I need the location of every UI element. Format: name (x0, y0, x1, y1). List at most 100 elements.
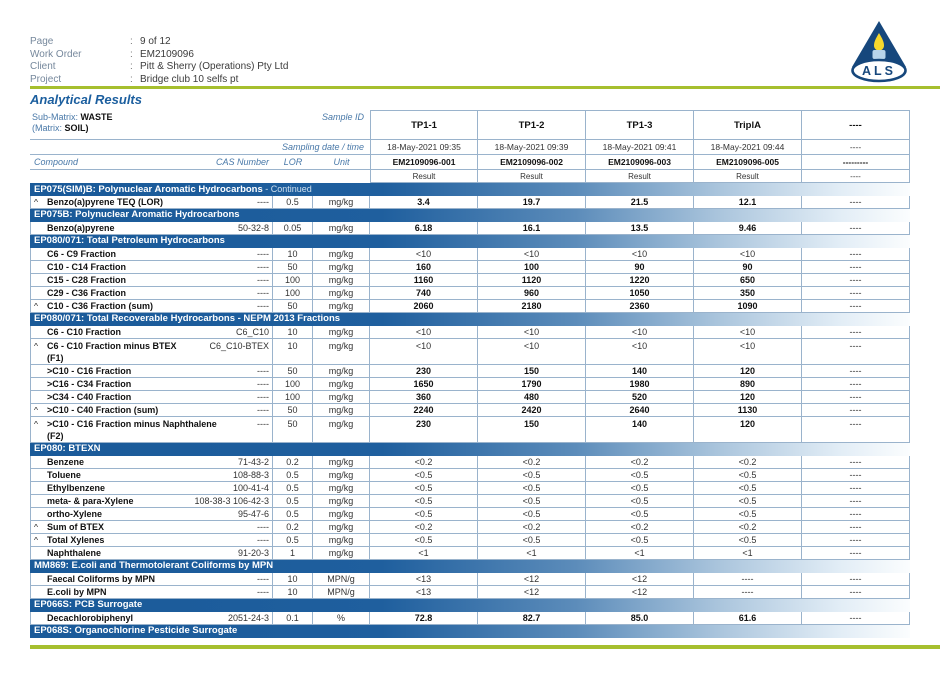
result-value-cell: ---- (802, 534, 910, 547)
lor-cell: 100 (273, 287, 313, 300)
compound-row: ^ Sum of BTEX ---- 0.2 mg/kg <0.2 <0.2 <0.2 <0.2… (30, 521, 910, 534)
table-body: EP075(SIM)B: Polynuclear Aromatic Hydroc… (30, 183, 910, 638)
sample-datetime-cell: 18-May-2021 09:41 (586, 140, 694, 155)
result-value-cell: <0.5 (586, 534, 694, 547)
result-value-cell: ---- (802, 508, 910, 521)
result-value-cell: 6.18 (370, 222, 478, 235)
meta-value: Pitt & Sherry (Operations) Pty Ltd (140, 61, 289, 72)
result-value-cell: 90 (586, 261, 694, 274)
compound-row: Faecal Coliforms by MPN ---- 10 MPN/g <13 <12… (30, 573, 910, 586)
compound-row: ^ C10 - C36 Fraction (sum) ---- 50 mg/kg 2060… (30, 300, 910, 313)
lor-cell: 0.5 (273, 469, 313, 482)
unit-cell: mg/kg (313, 482, 370, 495)
sample-code-cell: EM2109096-002 (478, 155, 586, 170)
result-value-cell: 1980 (586, 378, 694, 391)
result-value-cell: <0.5 (478, 495, 586, 508)
result-value-cell: 960 (478, 287, 586, 300)
cas-number: ---- (257, 405, 269, 415)
result-value-cell: 150 (478, 417, 586, 443)
compound-cell: ^ Benzo(a)pyrene TEQ (LOR) ---- (30, 196, 273, 209)
cas-number: ---- (257, 392, 269, 402)
meta-label: Work Order (30, 48, 82, 60)
submatrix-value: WASTE (80, 112, 113, 122)
unit-cell: MPN/g (313, 586, 370, 599)
cas-number: 100-41-4 (232, 483, 269, 493)
compound-cell: ^ Sum of BTEX ---- (30, 521, 273, 534)
compound-cell: Benzene 71-43-2 (30, 456, 273, 469)
compound-name-line2: (F2) (47, 431, 64, 441)
table-header-result-row: Result Result Result Result ---- (30, 170, 910, 183)
result-value-cell: ---- (802, 261, 910, 274)
lor-cell: 10 (273, 586, 313, 599)
compound-name: >C10 - C40 Fraction (sum) (47, 405, 159, 415)
result-value-cell: <0.5 (370, 508, 478, 521)
result-value-cell: <10 (478, 248, 586, 261)
section-title: EP068S: Organochlorine Pesticide Surroga… (34, 625, 238, 636)
compound-name: Toluene (47, 470, 81, 480)
section-header-bar: EP080/071: Total Recoverable Hydrocarbon… (30, 313, 910, 326)
meta-separator: : (130, 61, 133, 72)
lor-cell: 100 (273, 391, 313, 404)
submatrix-cell: Sub-Matrix: WASTE (Matrix: SOIL) Sample … (30, 110, 370, 140)
result-value-cell: <10 (694, 339, 802, 365)
result-value-cell: <13 (370, 573, 478, 586)
section-header-bar: MM869: E.coli and Thermotolerant Colifor… (30, 560, 910, 573)
als-logo: ALS (849, 20, 909, 84)
compound-cell: Benzo(a)pyrene 50-32-8 (30, 222, 273, 235)
result-value-cell: <0.5 (694, 469, 802, 482)
lor-cell: 0.2 (273, 521, 313, 534)
compound-name: Ethylbenzene (47, 483, 106, 493)
result-value-cell: 1050 (586, 287, 694, 300)
compound-row: C29 - C36 Fraction ---- 100 mg/kg 740 960 1050… (30, 287, 910, 300)
result-value-cell: 1120 (478, 274, 586, 287)
compound-name: Benzene (47, 457, 85, 467)
lor-cell: 1 (273, 547, 313, 560)
unit-cell: mg/kg (313, 222, 370, 235)
lor-cell: 10 (273, 339, 313, 365)
unit-cell: mg/kg (313, 521, 370, 534)
compound-cell: meta- & para-Xylene 108-38-3 106-42-3 (30, 495, 273, 508)
lor-cell: 100 (273, 378, 313, 391)
result-value-cell: <0.2 (478, 521, 586, 534)
compound-cell: ^ C6 - C10 Fraction minus BTEX (F1) C6_C10-… (30, 339, 273, 365)
sample-id-cell: ---- (802, 110, 910, 140)
sample-id-cell: TP1-2 (478, 110, 586, 140)
result-value-cell: <10 (370, 326, 478, 339)
result-value-cell: 480 (478, 391, 586, 404)
result-value-cell: 120 (694, 391, 802, 404)
compound-row: meta- & para-Xylene 108-38-3 106-42-3 0.5 m… (30, 495, 910, 508)
als-logo-graphic: ALS (851, 21, 907, 83)
result-label-cell: Result (478, 170, 586, 183)
compound-cell: ^ >C10 - C16 Fraction minus Naphthalene (F… (30, 417, 273, 443)
result-label-cell: Result (586, 170, 694, 183)
cas-number: ---- (257, 262, 269, 272)
result-value-cell: 650 (694, 274, 802, 287)
compound-name: C6 - C10 Fraction (47, 327, 122, 337)
unit-cell: mg/kg (313, 456, 370, 469)
cas-number: ---- (257, 197, 269, 207)
cas-number: ---- (257, 535, 269, 545)
lor-cell: 0.05 (273, 222, 313, 235)
lor-cell: 0.5 (273, 196, 313, 209)
section-title: EP080/071: Total Recoverable Hydrocarbon… (34, 313, 341, 324)
cas-number: 95-47-6 (237, 509, 269, 519)
lor-cell: 0.1 (273, 612, 313, 625)
result-value-cell: ---- (802, 469, 910, 482)
compound-cell: >C10 - C16 Fraction ---- (30, 365, 273, 378)
cas-number: 50-32-8 (237, 223, 269, 233)
result-value-cell: <13 (370, 586, 478, 599)
lor-cell: 50 (273, 365, 313, 378)
compound-name: Naphthalene (47, 548, 102, 558)
result-value-cell: <0.5 (694, 482, 802, 495)
cas-number: ---- (257, 366, 269, 376)
compound-column-label: Compound (34, 157, 79, 167)
result-value-cell: <10 (478, 326, 586, 339)
compound-cell: ^ Total Xylenes ---- (30, 534, 273, 547)
result-value-cell: ---- (802, 417, 910, 443)
submatrix-line1: Sub-Matrix: WASTE (32, 112, 370, 123)
result-value-cell: ---- (802, 222, 910, 235)
result-value-cell: <0.5 (478, 534, 586, 547)
lor-column-header: LOR (273, 155, 313, 170)
footnote-flag: ^ (34, 341, 38, 351)
result-value-cell: 13.5 (586, 222, 694, 235)
